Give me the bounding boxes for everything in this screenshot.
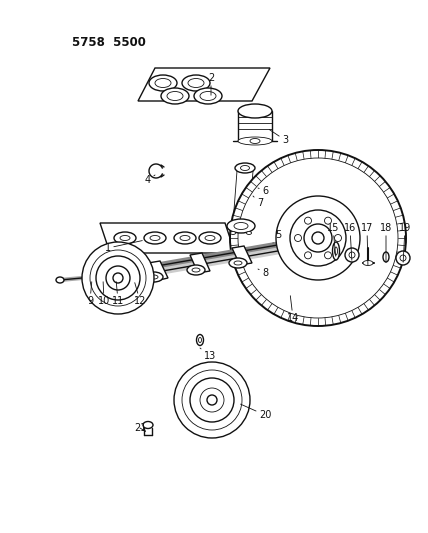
Ellipse shape: [238, 137, 272, 145]
Ellipse shape: [145, 272, 163, 282]
Ellipse shape: [200, 92, 216, 101]
Ellipse shape: [174, 232, 196, 244]
Text: 21: 21: [134, 423, 146, 433]
Circle shape: [294, 235, 301, 241]
Circle shape: [335, 235, 342, 241]
Ellipse shape: [143, 422, 153, 429]
Ellipse shape: [149, 75, 177, 91]
Circle shape: [90, 250, 146, 306]
Text: 8: 8: [258, 268, 268, 278]
Ellipse shape: [227, 219, 255, 233]
Ellipse shape: [150, 275, 158, 279]
Ellipse shape: [199, 232, 221, 244]
Circle shape: [200, 388, 224, 412]
Ellipse shape: [161, 88, 189, 104]
Ellipse shape: [363, 261, 373, 265]
Circle shape: [238, 158, 398, 318]
Ellipse shape: [247, 231, 252, 235]
Ellipse shape: [333, 242, 339, 260]
Text: 16: 16: [344, 223, 356, 260]
Circle shape: [113, 273, 123, 283]
Ellipse shape: [234, 261, 242, 265]
Text: 5758  5500: 5758 5500: [72, 36, 146, 50]
Text: 13: 13: [200, 348, 216, 361]
Ellipse shape: [205, 236, 215, 240]
Text: 20: 20: [241, 404, 271, 420]
Ellipse shape: [238, 104, 272, 118]
Ellipse shape: [144, 232, 166, 244]
Ellipse shape: [231, 231, 235, 235]
Ellipse shape: [155, 78, 171, 87]
Polygon shape: [233, 171, 253, 223]
Text: 7: 7: [253, 196, 263, 208]
Text: 5: 5: [273, 230, 281, 243]
Circle shape: [182, 370, 242, 430]
Circle shape: [230, 150, 406, 326]
Text: 9: 9: [87, 282, 93, 306]
Text: 6: 6: [258, 186, 268, 196]
Ellipse shape: [194, 88, 222, 104]
Ellipse shape: [235, 163, 255, 173]
Text: 18: 18: [380, 223, 392, 262]
Ellipse shape: [120, 236, 130, 240]
Ellipse shape: [250, 139, 260, 143]
Ellipse shape: [182, 75, 210, 91]
Circle shape: [304, 252, 312, 259]
Ellipse shape: [180, 236, 190, 240]
Ellipse shape: [56, 277, 64, 283]
Text: 1: 1: [105, 240, 142, 253]
Text: 15: 15: [327, 223, 339, 256]
Circle shape: [207, 395, 217, 405]
Polygon shape: [190, 253, 210, 273]
Text: 12: 12: [134, 282, 146, 306]
Ellipse shape: [188, 78, 204, 87]
Text: 14: 14: [287, 296, 299, 323]
Circle shape: [190, 378, 234, 422]
Circle shape: [396, 251, 410, 265]
Text: 3: 3: [269, 130, 288, 145]
Text: 4: 4: [145, 175, 155, 185]
Circle shape: [324, 252, 332, 259]
Polygon shape: [138, 68, 270, 101]
Text: 11: 11: [112, 282, 124, 306]
Text: 2: 2: [208, 73, 214, 95]
Polygon shape: [232, 246, 252, 265]
Circle shape: [312, 232, 324, 244]
Ellipse shape: [192, 268, 200, 272]
Circle shape: [349, 252, 355, 258]
Ellipse shape: [150, 236, 160, 240]
Circle shape: [106, 266, 130, 290]
Polygon shape: [100, 223, 235, 253]
Ellipse shape: [167, 92, 183, 101]
Ellipse shape: [187, 265, 205, 275]
Circle shape: [174, 362, 250, 438]
Circle shape: [324, 217, 332, 224]
Ellipse shape: [114, 232, 136, 244]
Ellipse shape: [241, 166, 250, 171]
Circle shape: [96, 256, 140, 300]
Text: 10: 10: [98, 282, 110, 306]
Ellipse shape: [335, 247, 338, 255]
Polygon shape: [148, 261, 168, 281]
Circle shape: [400, 255, 406, 261]
Circle shape: [304, 217, 312, 224]
Ellipse shape: [383, 252, 389, 262]
Circle shape: [82, 242, 154, 314]
Ellipse shape: [199, 337, 202, 343]
Text: 19: 19: [399, 223, 411, 262]
Circle shape: [304, 224, 332, 252]
Ellipse shape: [196, 335, 203, 345]
Circle shape: [276, 196, 360, 280]
Circle shape: [345, 248, 359, 262]
Ellipse shape: [234, 222, 248, 230]
Text: 17: 17: [361, 223, 373, 265]
Circle shape: [290, 210, 346, 266]
Ellipse shape: [229, 258, 247, 268]
Polygon shape: [238, 111, 272, 141]
